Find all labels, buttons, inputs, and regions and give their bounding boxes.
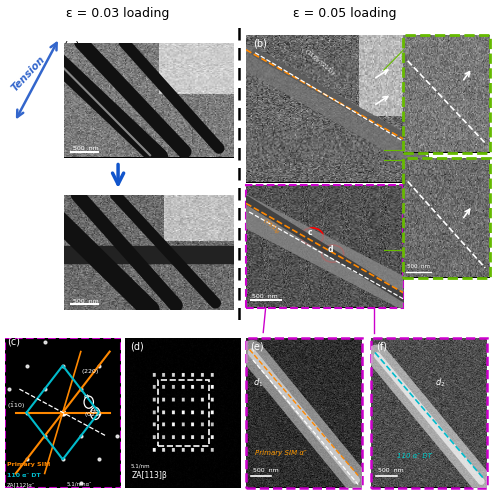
Text: c: c [308, 228, 312, 237]
Text: 500  nm: 500 nm [73, 146, 98, 151]
Text: 110 α″ DT: 110 α″ DT [7, 473, 40, 478]
Text: $(02\bar{1})$: $(02\bar{1})$ [85, 410, 103, 420]
Bar [158, 380, 209, 446]
Text: Primary SIM α″: Primary SIM α″ [255, 450, 307, 456]
Text: (a): (a) [64, 40, 80, 50]
Text: $d_2$: $d_2$ [435, 376, 446, 389]
Text: 5.1/nm: 5.1/nm [130, 464, 150, 469]
Text: 500  nm: 500 nm [378, 468, 404, 473]
Text: (e): (e) [250, 342, 264, 351]
Text: d: d [328, 246, 334, 254]
Text: 500  nm: 500 nm [252, 294, 278, 298]
Text: (f): (f) [376, 342, 387, 351]
Text: Primary SIM: Primary SIM [7, 462, 50, 468]
Text: 500  nm: 500 nm [253, 468, 278, 473]
Text: 110 α″ DT: 110 α″ DT [397, 452, 432, 458]
Text: Tension: Tension [9, 54, 47, 94]
Text: ε = 0.03 loading: ε = 0.03 loading [66, 7, 170, 20]
Text: ZA[112]α″: ZA[112]α″ [7, 482, 35, 488]
Text: (b): (b) [253, 39, 267, 49]
Text: 500  nm: 500 nm [407, 264, 430, 269]
Text: $d_2$: $d_2$ [90, 408, 98, 416]
Text: 5.1/nmα″: 5.1/nmα″ [66, 481, 92, 486]
Text: ε = 0.05 loading: ε = 0.05 loading [293, 7, 396, 20]
Text: $(\bar{1}10)_\beta/(21\bar{1})_\beta$: $(\bar{1}10)_\beta/(21\bar{1})_\beta$ [301, 47, 338, 80]
Text: $(220)$: $(220)$ [81, 366, 99, 376]
Text: (c): (c) [7, 336, 20, 346]
Text: $d_1$: $d_1$ [83, 392, 92, 402]
Text: (d): (d) [130, 342, 144, 351]
Text: $(\bar{1}10)$: $(\bar{1}10)$ [7, 400, 25, 411]
Text: 500  nm: 500 nm [73, 298, 98, 304]
Text: ZA[113]β: ZA[113]β [131, 472, 167, 480]
Text: $(\bar{7}5\bar{5})_\beta$: $(\bar{7}5\bar{5})_\beta$ [259, 216, 282, 238]
Text: $d_1$: $d_1$ [253, 376, 263, 389]
